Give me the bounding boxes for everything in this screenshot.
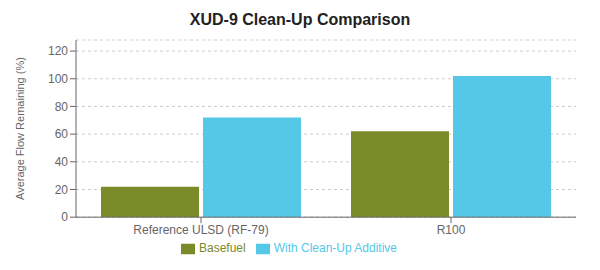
svg-text:Reference ULSD (RF-79): Reference ULSD (RF-79) [133,223,268,237]
svg-text:40: 40 [55,155,69,169]
svg-text:Average Flow Remaining (%): Average Flow Remaining (%) [14,57,26,200]
html-text:Basefuel: Basefuel [199,241,246,256]
html-text:XUD-9 Clean-Up Comparison: XUD-9 Clean-Up Comparison [189,11,411,28]
svg-text:100: 100 [48,72,68,86]
svg-text:R100: R100 [437,223,466,237]
html-text:With Clean-Up Additive: With Clean-Up Additive [273,241,397,256]
svg-text:60: 60 [55,127,69,141]
svg-text:120: 120 [48,44,68,58]
svg-text:20: 20 [55,183,69,197]
svg-text:0: 0 [61,210,68,224]
svg-text:80: 80 [55,100,69,114]
